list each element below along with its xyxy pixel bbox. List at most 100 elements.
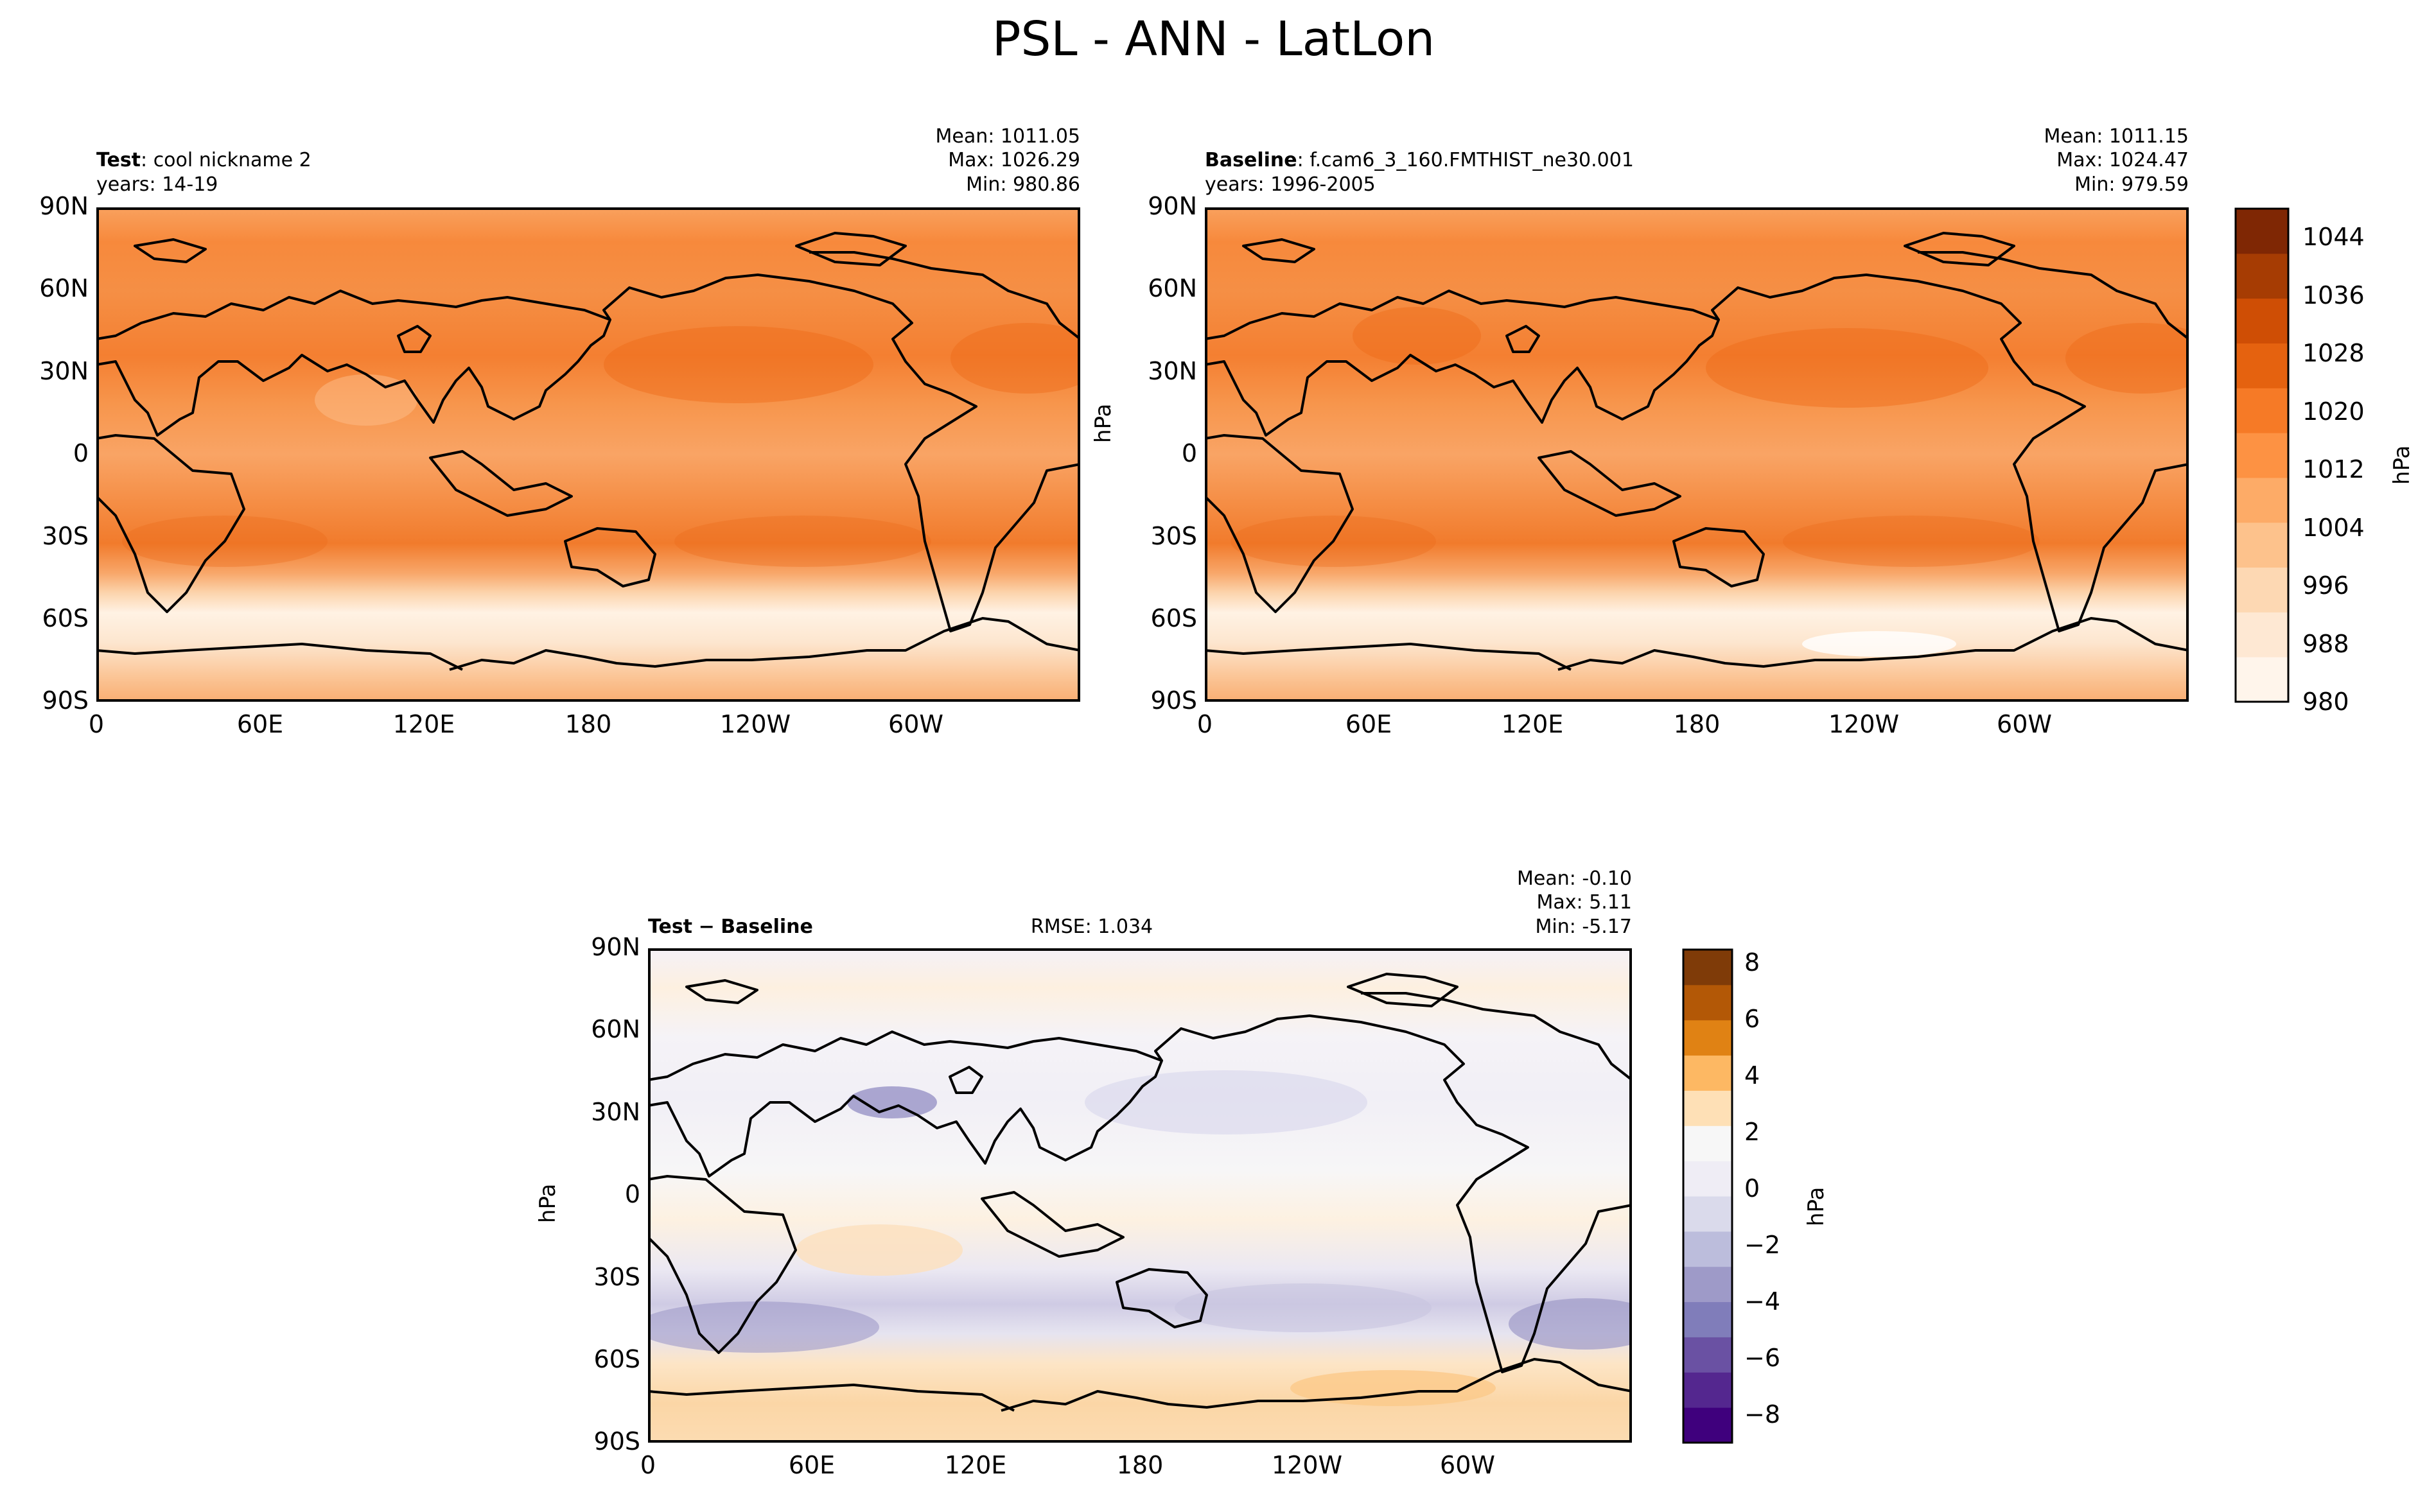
- top-cbar-tick: 1028: [2302, 339, 2365, 367]
- test-ytick: 90S: [42, 686, 89, 715]
- test-xtick: 60W: [888, 710, 943, 738]
- test-ytick: 0: [73, 439, 89, 467]
- top-cbar-tick: 1044: [2302, 223, 2365, 251]
- test-mean: Mean: 1011.05: [935, 125, 1080, 148]
- diff-colorbar-band: [1683, 950, 1732, 986]
- diff-label-minus: −: [698, 916, 715, 938]
- test-xtick: 120E: [392, 710, 455, 738]
- diff-label: Test − Baseline: [648, 915, 813, 939]
- top-colorbar-band: [2236, 612, 2288, 657]
- test-min: Min: 980.86: [966, 173, 1080, 196]
- baseline-ytick: 90S: [1150, 686, 1197, 715]
- baseline-label-text: f.cam6_3_160.FMTHIST_ne30.001: [1310, 149, 1634, 171]
- top-colorbar-band: [2236, 209, 2288, 254]
- figure-title: PSL - ANN - LatLon: [992, 12, 1435, 67]
- diff-colorbar-band: [1683, 1125, 1732, 1161]
- diff-colorbar-band: [1683, 1020, 1732, 1056]
- diff-colorbar-band: [1683, 1407, 1732, 1443]
- diff-xtick: 60E: [788, 1451, 836, 1479]
- baseline-ytick: 0: [1181, 439, 1197, 467]
- diff-cbar-tick: −2: [1744, 1231, 1781, 1259]
- baseline-min: Min: 979.59: [2074, 173, 2189, 196]
- top-cbar-tick: 980: [2302, 688, 2349, 716]
- test-label: Test: cool nickname 2: [96, 148, 311, 173]
- diff-colorbar-band: [1683, 984, 1732, 1021]
- diff-colorbar-band: [1683, 1337, 1732, 1373]
- baseline-xtick: 60E: [1345, 710, 1392, 738]
- diff-colorbar-band: [1683, 1090, 1732, 1126]
- baseline-xtick: 0: [1196, 710, 1213, 738]
- baseline-xtick: 60W: [1997, 710, 2052, 738]
- diff-cbar-tick: 6: [1744, 1005, 1760, 1033]
- diff-xtick: 180: [1116, 1451, 1164, 1479]
- diff-colorbar-band: [1683, 1266, 1732, 1303]
- diff-cbar-tick: −4: [1744, 1287, 1781, 1316]
- test-xtick: 120W: [720, 710, 791, 738]
- baseline-xtick: 120E: [1501, 710, 1564, 738]
- diff-mean: Mean: -0.10: [1516, 867, 1632, 890]
- diff-colorbar: [1682, 948, 1733, 1444]
- baseline-ylabel: hPa: [1091, 403, 1116, 443]
- baseline-label-sep: :: [1297, 149, 1310, 171]
- diff-cbar-tick: 4: [1744, 1061, 1760, 1090]
- top-cbar-tick: 1036: [2302, 281, 2365, 309]
- test-years: years: 14-19: [96, 173, 218, 196]
- baseline-map: [1205, 207, 2189, 702]
- diff-ytick: 90N: [591, 933, 640, 961]
- diff-ytick: 30N: [591, 1098, 640, 1126]
- diff-cbar-tick: −8: [1744, 1400, 1781, 1429]
- test-field: [96, 207, 1080, 702]
- diff-xtick: 120E: [944, 1451, 1007, 1479]
- top-colorbar: [2234, 207, 2290, 703]
- baseline-ytick: 30N: [1148, 357, 1197, 385]
- test-xtick: 180: [565, 710, 612, 738]
- top-colorbar-band: [2236, 343, 2288, 388]
- baseline-ytick: 90N: [1148, 192, 1197, 220]
- top-colorbar-band: [2236, 253, 2288, 299]
- diff-colorbar-band: [1683, 1055, 1732, 1091]
- test-ytick: 60N: [39, 274, 89, 302]
- test-label-bold: Test: [96, 149, 141, 171]
- diff-xtick: 120W: [1272, 1451, 1343, 1479]
- baseline-xtick: 120W: [1828, 710, 1900, 738]
- top-cbar-tick: 996: [2302, 571, 2349, 600]
- diff-cbar-tick: 0: [1744, 1174, 1760, 1203]
- top-cbar-tick: 1004: [2302, 514, 2365, 542]
- test-label-text: cool nickname 2: [153, 149, 311, 171]
- diff-xtick: 60W: [1440, 1451, 1495, 1479]
- diff-colorbar-label: hPa: [1803, 1186, 1829, 1226]
- diff-ytick: 0: [624, 1180, 640, 1208]
- diff-colorbar-band: [1683, 1196, 1732, 1232]
- baseline-ytick: 30S: [1150, 522, 1197, 550]
- top-colorbar-band: [2236, 477, 2288, 523]
- top-colorbar-band: [2236, 298, 2288, 343]
- test-xtick: 0: [88, 710, 105, 738]
- baseline-ytick: 60N: [1148, 274, 1197, 302]
- baseline-label-bold: Baseline: [1205, 149, 1297, 171]
- test-ytick: 30N: [39, 357, 89, 385]
- top-colorbar-band: [2236, 433, 2288, 478]
- baseline-label: Baseline: f.cam6_3_160.FMTHIST_ne30.001: [1205, 148, 1634, 173]
- test-coastlines: [96, 232, 1080, 671]
- test-xtick: 60E: [236, 710, 284, 738]
- baseline-xtick: 180: [1673, 710, 1721, 738]
- diff-colorbar-band: [1683, 1301, 1732, 1337]
- diff-xtick: 0: [640, 1451, 656, 1479]
- diff-ytick: 60N: [591, 1015, 640, 1043]
- baseline-max: Max: 1024.47: [2056, 149, 2189, 171]
- diff-map: [648, 948, 1632, 1443]
- top-colorbar-band: [2236, 522, 2288, 568]
- baseline-mean: Mean: 1011.15: [2044, 125, 2189, 148]
- top-cbar-tick: 988: [2302, 630, 2349, 658]
- top-cbar-tick: 1020: [2302, 397, 2365, 426]
- diff-colorbar-band: [1683, 1161, 1732, 1197]
- test-max: Max: 1026.29: [948, 149, 1080, 171]
- diff-colorbar-band: [1683, 1372, 1732, 1408]
- diff-ytick: 60S: [593, 1345, 640, 1373]
- baseline-years: years: 1996-2005: [1205, 173, 1376, 196]
- top-colorbar-band: [2236, 657, 2288, 702]
- test-label-sep: :: [141, 149, 153, 171]
- diff-colorbar-band: [1683, 1231, 1732, 1267]
- diff-min: Min: -5.17: [1535, 916, 1633, 938]
- diff-cbar-tick: −6: [1744, 1344, 1781, 1372]
